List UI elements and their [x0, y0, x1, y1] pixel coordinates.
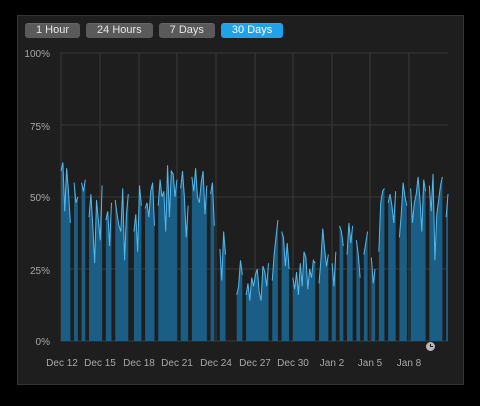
usage-line-segment: [191, 168, 208, 215]
range-button-24-hours[interactable]: 24 Hours: [86, 23, 153, 38]
usage-area-segment: [115, 188, 129, 341]
clock-icon[interactable]: [426, 342, 435, 351]
usage-area-segment: [191, 168, 207, 341]
usage-line-segment: [387, 191, 397, 223]
usage-area-segment: [347, 222, 353, 341]
usage-line-segment: [410, 176, 427, 232]
x-tick-label: Jan 2: [320, 358, 345, 369]
usage-line-segment: [318, 228, 329, 284]
y-tick-label: 100%: [24, 49, 50, 60]
usage-line-segment: [157, 165, 178, 232]
usage-line-segment: [60, 162, 71, 223]
usage-area-segment: [399, 182, 407, 341]
usage-area-segment: [292, 251, 316, 341]
usage-area-segment: [158, 165, 177, 341]
usage-area-segment: [446, 194, 448, 341]
usage-line-segment: [271, 219, 279, 281]
usage-area-segment: [319, 228, 329, 341]
usage-line-segment: [370, 257, 376, 284]
x-tick-label: Jan 5: [358, 358, 383, 369]
usage-line-segment: [281, 231, 290, 270]
x-tick-label: Dec 27: [239, 358, 271, 369]
usage-line-segment: [428, 173, 443, 261]
usage-line-segment: [210, 182, 215, 226]
usage-line-segment: [105, 202, 112, 246]
x-axis: Dec 12 Dec 15 Dec 18 Dec 21 Dec 24 Dec 2…: [46, 358, 422, 369]
range-button-1-hour[interactable]: 1 Hour: [25, 23, 81, 38]
usage-area-segment: [61, 162, 71, 341]
usage-area-segment: [145, 182, 155, 341]
usage-line-segment: [331, 251, 337, 287]
y-tick-label: 0%: [36, 337, 51, 348]
usage-area-segment: [281, 231, 290, 341]
range-button-30-days[interactable]: 30 Days: [220, 23, 284, 38]
time-range-selector: 1 Hour 24 Hours 7 Days 30 Days: [25, 23, 284, 38]
usage-area-segment: [81, 179, 86, 341]
usage-area-segment: [429, 173, 443, 341]
usage-line-segment: [363, 231, 369, 255]
usage-area-segment: [410, 176, 426, 341]
x-tick-label: Jan 8: [397, 358, 422, 369]
range-button-7-days[interactable]: 7 Days: [158, 23, 215, 38]
x-tick-label: Dec 18: [123, 358, 155, 369]
usage-line-segment: [144, 182, 155, 226]
usage-area-segment: [236, 260, 243, 341]
x-tick-label: Dec 12: [46, 358, 78, 369]
usage-area-segment: [74, 182, 78, 341]
usage-line-segment: [114, 188, 129, 261]
usage-line-segment: [245, 263, 270, 301]
usage-line-segment: [236, 260, 243, 296]
usage-area-segment: [356, 240, 361, 341]
x-tick-label: Dec 30: [277, 358, 309, 369]
usage-area-segment: [272, 220, 278, 341]
usage-line-segment: [219, 231, 227, 281]
usage-line-segment: [378, 188, 385, 252]
usage-line-segment: [339, 225, 344, 247]
usage-line-segment: [88, 185, 103, 264]
usage-line-segment: [346, 222, 354, 255]
usage-area-segment: [388, 191, 396, 341]
usage-area-segment: [363, 231, 368, 341]
usage-line-segment: [180, 171, 189, 238]
x-tick-label: Dec 15: [84, 358, 116, 369]
usage-line-segment: [398, 182, 408, 238]
x-tick-label: Dec 24: [200, 358, 232, 369]
usage-line-segment: [73, 182, 79, 203]
y-tick-label: 25%: [30, 266, 50, 277]
y-tick-label: 50%: [30, 193, 50, 204]
usage-area-segment: [339, 225, 344, 341]
y-axis: 100% 75% 50% 25% 0%: [24, 49, 50, 348]
usage-line-segment: [292, 251, 316, 295]
usage-area-segment: [180, 171, 189, 341]
usage-area-segment: [378, 188, 385, 341]
usage-area-segment: [133, 185, 142, 341]
usage-line-segment: [445, 194, 449, 218]
usage-line-segment: [355, 240, 361, 278]
usage-line-segment: [81, 179, 86, 192]
x-tick-label: Dec 21: [161, 358, 193, 369]
usage-area-segment: [210, 182, 215, 341]
usage-line-segment: [133, 185, 142, 252]
usage-area-segment: [219, 231, 226, 341]
y-tick-label: 75%: [30, 122, 50, 133]
chart-area: [60, 162, 449, 341]
